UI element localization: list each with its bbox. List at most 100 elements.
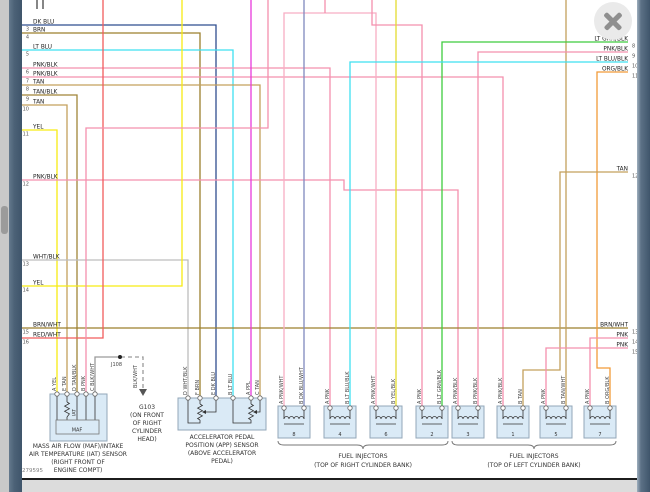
- internal-line: [187, 398, 201, 424]
- left-panel-edge: [9, 0, 22, 492]
- connector-pin: [455, 405, 461, 411]
- right-pin-wire-label: PNK/BLK: [603, 47, 628, 53]
- app-pin-label: C TAN: [255, 380, 261, 395]
- internal-line: [206, 398, 217, 413]
- connector-pin: [393, 405, 399, 411]
- wire-pin12-pnkblk: [22, 179, 459, 406]
- injector-coil: [589, 416, 611, 420]
- connector-pin: [230, 395, 236, 401]
- wire-pin7-pnkblk: [22, 76, 504, 406]
- left-pin-number: 3: [26, 27, 29, 33]
- j108-splice-dot: [118, 355, 122, 359]
- wire-maf-pnk: [85, 0, 269, 394]
- connector-pin: [83, 391, 89, 397]
- right-panel-edge: [637, 0, 650, 492]
- wire-pin3-dkblu: [22, 24, 217, 398]
- injector-coil: [329, 416, 351, 420]
- app-caption: ACCELERATOR PEDAL: [190, 434, 255, 441]
- vertical-scrollbar[interactable]: [0, 0, 9, 492]
- connector-pin: [607, 405, 613, 411]
- right-pin-wire-label: PNK: [616, 333, 628, 339]
- injector-pin-label: A PNK: [417, 388, 423, 404]
- injector-box: [323, 405, 357, 439]
- maf-pin-label: E TAN: [62, 376, 68, 391]
- connector-pin: [520, 405, 526, 411]
- app-caption: PEDAL): [211, 458, 233, 465]
- internal-line: [232, 398, 252, 424]
- connector-pin: [281, 405, 287, 411]
- injector-number: 7: [598, 432, 601, 438]
- injector-number: 1: [511, 432, 514, 438]
- injector-box: [415, 405, 449, 439]
- injector-number: 6: [384, 432, 387, 438]
- app-pin-label: D WHT/BLK: [183, 366, 189, 395]
- right-pin-number: 12: [632, 174, 638, 180]
- connector-pin: [439, 405, 445, 411]
- injector-pin-label: B ORG/BLK: [605, 376, 611, 404]
- injector-bank-caption: (TOP OF LEFT CYLINDER BANK): [487, 462, 580, 469]
- connector-pin: [301, 405, 307, 411]
- right-pin-wire-label: BRN/WHT: [600, 323, 628, 329]
- connector-pin: [92, 391, 98, 397]
- injector-coil: [502, 416, 524, 420]
- connector-pin: [248, 395, 254, 401]
- scrollbar-thumb[interactable]: [1, 206, 8, 234]
- injector-pin-label: B LT BLU/BLK: [345, 371, 351, 404]
- injector-bank-caption: (TOP OF RIGHT CYLINDER BANK): [314, 462, 412, 469]
- right-pin-wire-label: PNK: [616, 343, 628, 349]
- wire-pin9-tanblk: [22, 94, 78, 394]
- g103-caption: CYLINDER: [132, 428, 162, 435]
- wiper-arrow-icon: [202, 410, 206, 414]
- left-pin-number: 11: [23, 132, 29, 138]
- injector-box: [496, 405, 530, 439]
- left-pin-number: 12: [23, 182, 29, 188]
- g103-wire-label: BLK/WHT: [133, 364, 139, 388]
- left-pin-wire-label: TAN/BLK: [32, 90, 58, 96]
- diagram-bottom-border: [22, 478, 637, 480]
- injector-pin-label: A PNK: [585, 388, 591, 404]
- maf-caption: MASS AIR FLOW (MAF)/INTAKE: [33, 443, 124, 450]
- injector-bank-caption: FUEL INJECTORS: [338, 453, 387, 460]
- maf-inner-box: [55, 419, 100, 435]
- left-pin-number: 16: [23, 340, 29, 346]
- wire-r9-pnkblk: [477, 51, 628, 406]
- connector-pin: [373, 405, 379, 411]
- injector-coil: [421, 416, 443, 420]
- close-button[interactable]: [594, 2, 632, 40]
- left-pin-number: 10: [23, 107, 29, 113]
- app-pot-resistor: [247, 403, 255, 421]
- app-pot-resistor: [196, 403, 204, 421]
- app-caption: (ABOVE ACCELERATOR: [188, 450, 256, 457]
- connector-pin: [64, 391, 70, 397]
- connector-pin: [54, 391, 60, 397]
- injector-pin-label: A PNK/BLK: [453, 377, 459, 404]
- wire-r12-tan: [522, 171, 628, 406]
- left-pin-wire-label: BRN: [33, 28, 45, 34]
- wire-r11-orgblk: [596, 71, 628, 406]
- wire-r15-pnk: [545, 347, 628, 406]
- injector-bank-caption: FUEL INJECTORS: [509, 453, 558, 460]
- app-pin-label: B LT BLU: [228, 373, 234, 395]
- app-pin-label: E DK BLU: [211, 372, 217, 395]
- injector-number: 3: [466, 432, 469, 438]
- connector-pin: [257, 395, 263, 401]
- injector-box: [583, 405, 617, 439]
- injector-number: 8: [292, 432, 295, 438]
- injector-pin-label: A PNK/WHT: [371, 375, 377, 404]
- maf-caption: ENGINE COMPT): [54, 467, 103, 474]
- right-pin-number: 8: [632, 44, 635, 50]
- wire-r10-ltblublk: [349, 61, 628, 406]
- injector-box: [369, 405, 403, 439]
- app-pin-label: A PPL: [246, 381, 252, 395]
- injector-pin-label: B LT GRN/BLK: [437, 369, 443, 404]
- injector-pin-label: B TAN/WHT: [561, 375, 567, 404]
- injector-pin-label: A PNK: [325, 388, 331, 404]
- wire-injfeed-pnkwht: [283, 12, 377, 406]
- maf-pin-label: B PNK: [81, 375, 87, 391]
- injector-pin-label: A PNK/WHT: [279, 375, 285, 404]
- left-pin-number: 4: [26, 35, 29, 41]
- injector-pin-label: B YEL/BLK: [391, 378, 397, 404]
- g103-caption: (ON FRONT: [130, 412, 164, 419]
- app-sensor-box: [177, 397, 267, 431]
- connector-pin: [213, 395, 219, 401]
